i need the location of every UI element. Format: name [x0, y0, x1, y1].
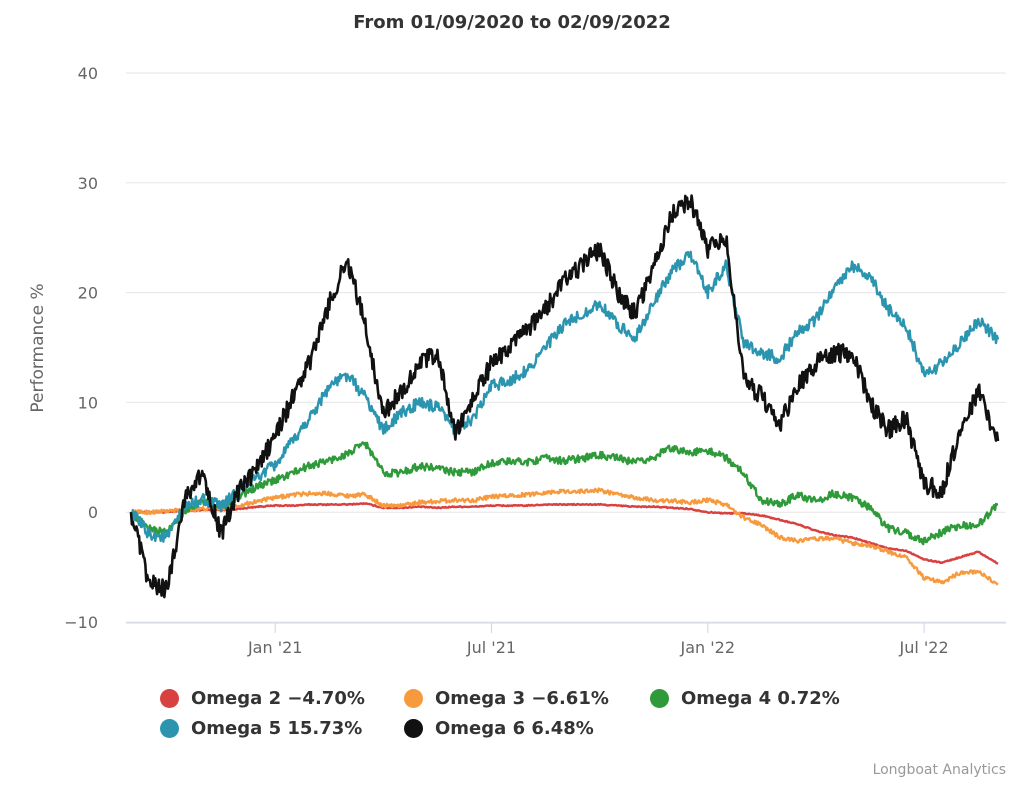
series-lines [129, 194, 1000, 599]
legend-item-omega-4[interactable]: Omega 4 0.72% [650, 688, 840, 709]
legend-marker-icon [404, 719, 423, 738]
y-tick-label: 10 [78, 393, 98, 412]
legend-item-omega-6[interactable]: Omega 6 6.48% [404, 718, 594, 739]
series-line-omega-2[interactable] [130, 502, 999, 565]
credits-label[interactable]: Longboat Analytics [872, 762, 1006, 778]
y-tick-label: 40 [78, 64, 98, 83]
legend-item-omega-3[interactable]: Omega 3 −6.61% [404, 688, 609, 709]
legend-item-omega-2[interactable]: Omega 2 −4.70% [160, 688, 365, 709]
x-tick-label: Jul '21 [466, 638, 516, 657]
y-tick-label: 20 [78, 284, 98, 303]
grid-layer [126, 72, 1006, 623]
x-axis: Jan '21 Jul '21 Jan '22 Jul '22 [126, 622, 1006, 657]
legend-label: Omega 3 −6.61% [435, 688, 609, 709]
legend-marker-icon [160, 689, 179, 708]
legend-label: Omega 2 −4.70% [191, 688, 365, 709]
legend-label: Omega 6 6.48% [435, 718, 594, 739]
legend-item-omega-5[interactable]: Omega 5 15.73% [160, 718, 362, 739]
y-tick-label: 0 [88, 503, 98, 522]
legend-marker-icon [650, 689, 669, 708]
y-tick-label: 30 [78, 174, 98, 193]
legend-label: Omega 5 15.73% [191, 718, 363, 739]
y-tick-label: −10 [64, 613, 98, 632]
series-line-omega-3[interactable] [129, 487, 999, 586]
series-line-omega-6[interactable] [129, 194, 1000, 599]
legend-marker-icon [404, 689, 423, 708]
x-tick-label: Jan '22 [680, 638, 736, 657]
y-axis-ticks: −10 0 10 20 30 40 [64, 64, 98, 632]
x-tick-label: Jul '22 [899, 638, 949, 657]
x-tick-label: Jan '21 [247, 638, 303, 657]
series-line-omega-5[interactable] [129, 250, 1000, 543]
y-axis-title: Performance % [28, 283, 48, 412]
series-line-omega-4[interactable] [129, 441, 999, 546]
chart-title: From 01/09/2020 to 02/09/2022 [353, 12, 671, 33]
legend-marker-icon [160, 719, 179, 738]
legend-label: Omega 4 0.72% [681, 688, 840, 709]
